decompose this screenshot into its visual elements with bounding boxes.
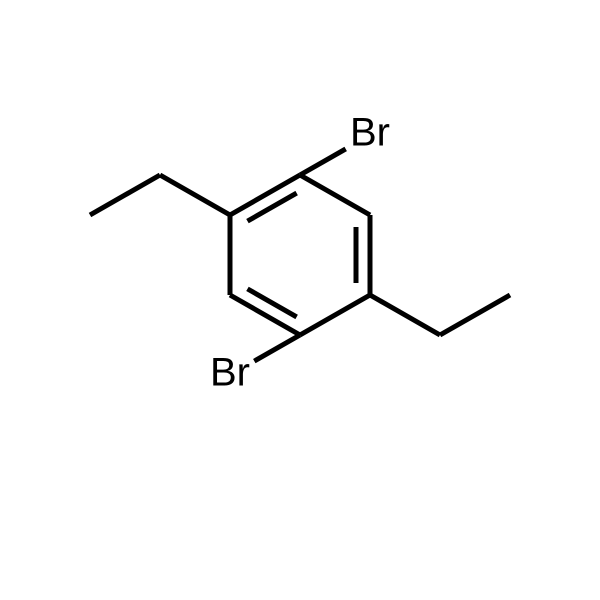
atom-label: Br [350, 111, 390, 155]
bond-line [247, 193, 296, 221]
bond-line [247, 289, 296, 317]
bond-line [370, 295, 440, 335]
bond-line [254, 335, 300, 361]
atom-label: Br [210, 351, 250, 395]
bond-line [300, 295, 370, 335]
molecule-diagram: Br Br [0, 0, 600, 600]
bond-line [90, 175, 160, 215]
bond-line [160, 175, 230, 215]
bond-line [300, 149, 346, 175]
bond-line [440, 295, 510, 335]
bond-line [300, 175, 370, 215]
